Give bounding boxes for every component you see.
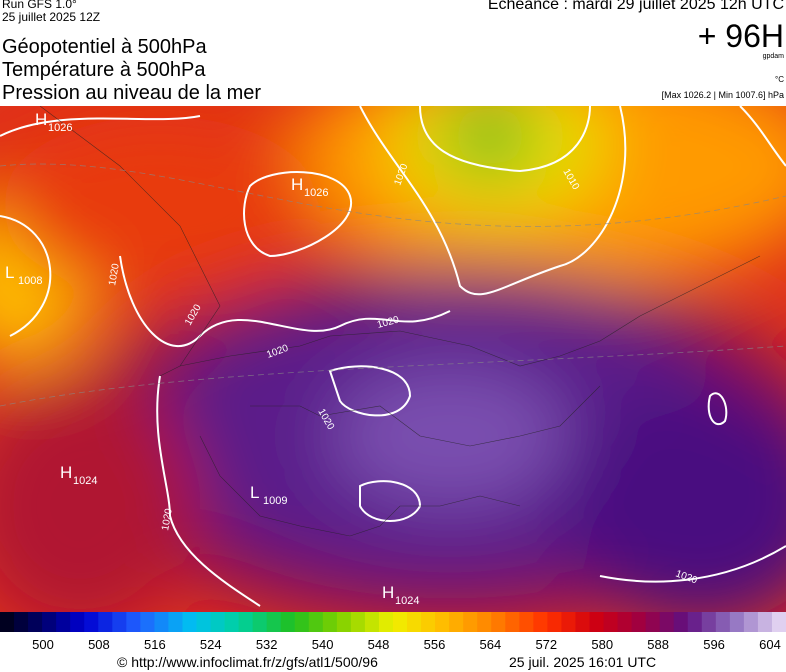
center-value: 1009: [263, 495, 287, 507]
temp-unit: °C: [775, 75, 784, 84]
color-swatch: [771, 612, 786, 632]
colorbar-tick: 516: [144, 637, 166, 652]
color-swatch: [294, 612, 310, 632]
color-swatch: [364, 612, 380, 632]
color-swatch: [729, 612, 745, 632]
colorbar-tick: 508: [88, 637, 110, 652]
color-swatch: [701, 612, 717, 632]
center-kind: L: [5, 263, 14, 282]
source: © http://www.infoclimat.fr/z/gfs/atl1/50…: [117, 654, 378, 670]
colorbar-tick: 580: [591, 637, 613, 652]
color-swatch: [126, 612, 141, 632]
isobar-label: 1020: [107, 262, 122, 286]
lead-time: + 96H: [697, 18, 784, 54]
color-swatch: [112, 612, 127, 632]
color-swatch: [210, 612, 226, 632]
color-swatch: [266, 612, 282, 632]
run-date: 25 juillet 2025 12Z: [2, 10, 101, 24]
color-swatch: [42, 612, 57, 632]
colorbar-tick: 500: [32, 637, 54, 652]
color-swatch: [617, 612, 633, 632]
color-swatch: [561, 612, 576, 632]
color-swatch: [407, 612, 422, 632]
color-swatch: [575, 612, 590, 632]
color-swatch: [505, 612, 520, 632]
color-swatch: [645, 612, 661, 632]
color-swatch: [70, 612, 85, 632]
center-kind: H: [382, 583, 394, 602]
color-swatch: [631, 612, 647, 632]
colorbar-tick: 572: [535, 637, 557, 652]
color-swatch: [519, 612, 534, 632]
center-value: 1024: [395, 595, 419, 607]
color-swatch: [715, 612, 731, 632]
color-swatch: [435, 612, 450, 632]
center-value: 1026: [48, 122, 72, 134]
color-swatch: [603, 612, 619, 632]
colorbar-tick: 532: [256, 637, 278, 652]
center-kind: H: [291, 175, 303, 194]
color-swatch: [322, 612, 338, 632]
color-swatch: [196, 612, 212, 632]
colorbar-tick: 556: [424, 637, 446, 652]
color-swatch: [84, 612, 99, 632]
color-swatch: [659, 612, 675, 632]
color-swatch: [140, 612, 155, 632]
title: Géopotentiel à 500hPa: [2, 36, 207, 58]
color-swatch: [168, 612, 183, 632]
title: Température à 500hPa: [2, 59, 206, 81]
color-swatch: [350, 612, 366, 632]
colorbar-tick: 604: [759, 637, 781, 652]
color-swatch: [98, 612, 113, 632]
color-swatch: [393, 612, 408, 632]
colorbar-tick: 548: [368, 637, 390, 652]
color-swatch: [14, 612, 29, 632]
color-swatch: [449, 612, 464, 632]
color-swatch: [308, 612, 324, 632]
colorbar-tick: 596: [703, 637, 725, 652]
timestamp: 25 juil. 2025 16:01 UTC: [509, 654, 657, 670]
color-swatch: [743, 612, 759, 632]
isobar-label: 1020: [160, 507, 175, 531]
color-swatch: [757, 612, 773, 632]
center-kind: L: [250, 483, 259, 502]
color-swatch: [687, 612, 703, 632]
title: Pression au niveau de la mer: [2, 82, 262, 104]
color-swatch: [673, 612, 689, 632]
run: Run GFS 1.0°: [2, 0, 77, 11]
color-swatch: [378, 612, 394, 632]
color-swatch: [280, 612, 296, 632]
color-swatch: [463, 612, 478, 632]
color-swatch: [238, 612, 254, 632]
center-kind: H: [35, 110, 47, 129]
colorbar-tick: 540: [312, 637, 334, 652]
center-value: 1026: [304, 187, 328, 199]
colorbar-tick: 524: [200, 637, 222, 652]
colorbar: 500 508 516 524 532 540 548 556 564 572 580 588 596 6…: [0, 612, 786, 652]
color-swatch: [336, 612, 352, 632]
colorbar-tick: 564: [480, 637, 502, 652]
unit: gpdam: [762, 53, 784, 60]
color-swatch: [154, 612, 169, 632]
color-swatch: [589, 612, 605, 632]
color-swatch: [56, 612, 71, 632]
color-swatch: [547, 612, 562, 632]
color-swatch: [252, 612, 268, 632]
colorbar-tick: 588: [647, 637, 669, 652]
color-swatch: [28, 612, 43, 632]
center-value: 1024: [73, 475, 97, 487]
center-kind: H: [60, 463, 72, 482]
pressure-range: [Max 1026.2 | Min 1007.6] hPa: [661, 90, 784, 100]
color-swatch: [477, 612, 492, 632]
center-value: 1008: [18, 275, 42, 287]
color-swatch: [533, 612, 548, 632]
color-swatch: [491, 612, 506, 632]
color-swatch: [421, 612, 436, 632]
color-swatch: [182, 612, 197, 632]
color-swatch: [224, 612, 240, 632]
color-swatch: [0, 612, 15, 632]
valid-time: Echéance : mardi 29 juillet 2025 12h UTC: [487, 0, 784, 13]
